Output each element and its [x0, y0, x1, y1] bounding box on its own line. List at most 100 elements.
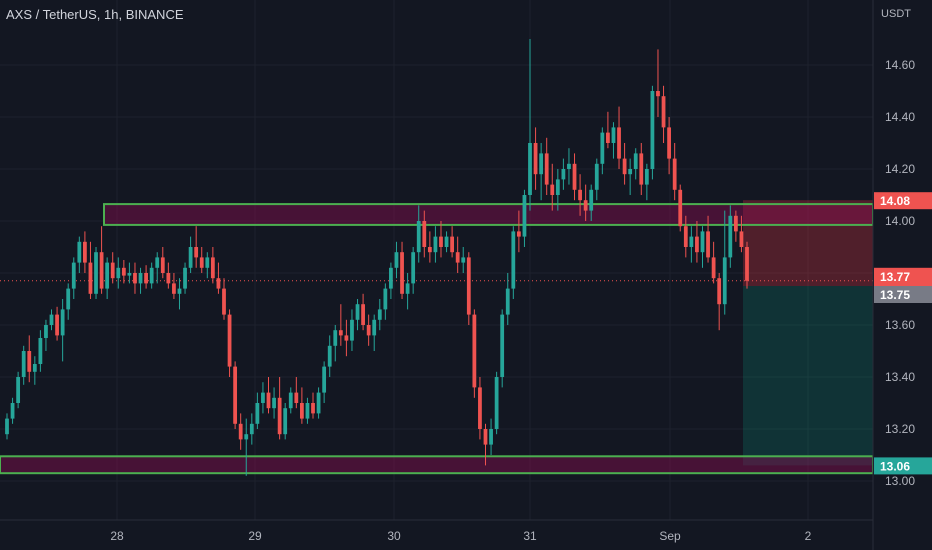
candle-body	[611, 127, 616, 143]
price-tick-label: 13.60	[885, 318, 915, 332]
candle-body	[667, 127, 671, 159]
candle-body	[427, 247, 432, 253]
candle-body	[272, 397, 276, 409]
candle-body	[344, 335, 349, 341]
candle-body	[94, 252, 98, 294]
price-tick-label: 14.20	[885, 162, 915, 176]
candle-body	[594, 163, 599, 190]
candle-body	[188, 247, 193, 268]
candle-body	[711, 257, 716, 279]
price-tick-label: 14.40	[885, 110, 915, 124]
candle-body	[327, 345, 332, 367]
candle-body	[539, 153, 544, 175]
candle-body	[66, 288, 71, 310]
symbol-title: AXS / TetherUS, 1h, BINANCE	[6, 7, 184, 22]
price-level-badge	[874, 286, 932, 303]
candle-body	[722, 257, 727, 305]
candle-body	[88, 262, 93, 294]
candle-body	[133, 273, 137, 284]
candle-body	[210, 257, 215, 279]
candle-body	[311, 403, 315, 414]
candle-body	[194, 247, 199, 258]
candle-body	[222, 288, 226, 315]
candle-body	[149, 267, 154, 284]
candle-body	[261, 392, 265, 403]
candle-body	[544, 153, 549, 185]
candle-body	[160, 257, 165, 273]
candle-body	[350, 319, 354, 341]
price-tick-label: 14.00	[885, 214, 915, 228]
candle-body	[606, 132, 610, 143]
candle-body	[110, 262, 115, 279]
time-tick-label: 31	[523, 529, 537, 543]
candle-body	[695, 236, 699, 253]
candle-body	[266, 392, 271, 409]
price-tick-label: 13.40	[885, 370, 915, 384]
currency-label: USDT	[881, 8, 911, 20]
candle-body	[121, 267, 126, 276]
candle-body	[32, 364, 37, 372]
candle-body	[455, 252, 460, 263]
candle-body	[717, 278, 722, 305]
candle-body	[400, 252, 404, 294]
candle-body	[583, 200, 588, 211]
candle-body	[572, 163, 577, 190]
candle-body	[633, 153, 638, 169]
candle-body	[472, 314, 477, 388]
candle-body	[227, 314, 232, 367]
candle-body	[489, 429, 493, 445]
support-resistance-zone	[0, 455, 874, 475]
candle-body	[433, 236, 438, 253]
candle-body	[628, 169, 633, 175]
candle-body	[322, 366, 327, 393]
candle-body	[578, 189, 582, 201]
candle-body	[678, 189, 683, 227]
price-level-badge	[874, 192, 932, 210]
candle-body	[361, 304, 365, 325]
candle-body	[389, 267, 393, 289]
candle-body	[138, 273, 143, 284]
candle-body	[305, 403, 310, 419]
candle-body	[255, 403, 260, 424]
time-tick-label: Sep	[659, 529, 681, 543]
candle-body	[728, 215, 733, 258]
candle-body	[522, 195, 527, 237]
candle-body	[639, 153, 644, 185]
candle-body	[617, 127, 621, 159]
candle-body	[27, 351, 32, 372]
time-tick-label: 28	[110, 529, 124, 543]
candle-body	[355, 304, 360, 320]
price-level-label: 14.08	[880, 194, 910, 208]
candle-body	[394, 252, 399, 268]
candle-body	[38, 338, 43, 364]
candle-body	[478, 387, 482, 429]
candle-body	[494, 377, 499, 429]
candle-body	[55, 314, 59, 336]
candle-body	[466, 257, 471, 315]
candle-body	[288, 392, 293, 409]
candle-body	[600, 132, 605, 164]
candle-body	[60, 309, 65, 336]
candle-body	[505, 288, 510, 315]
candle-body	[689, 236, 694, 247]
candle-body	[10, 403, 15, 419]
candle-body	[155, 257, 160, 268]
price-level-label: 13.75	[880, 288, 910, 302]
time-tick-label: 2	[805, 529, 812, 543]
price-tick-label: 14.60	[885, 58, 915, 72]
time-tick-label: 30	[387, 529, 401, 543]
candle-body	[316, 392, 321, 414]
candle-body	[277, 397, 282, 435]
candle-body	[405, 283, 410, 294]
candle-body	[299, 403, 304, 419]
candle-body	[516, 231, 521, 237]
candle-body	[383, 288, 388, 310]
candle-body	[411, 252, 416, 284]
candle-body	[372, 319, 377, 336]
time-tick-label: 29	[248, 529, 262, 543]
candle-body	[739, 231, 744, 247]
candle-body	[745, 247, 749, 281]
candle-body	[105, 262, 110, 289]
price-level-label: 13.77	[880, 270, 910, 284]
